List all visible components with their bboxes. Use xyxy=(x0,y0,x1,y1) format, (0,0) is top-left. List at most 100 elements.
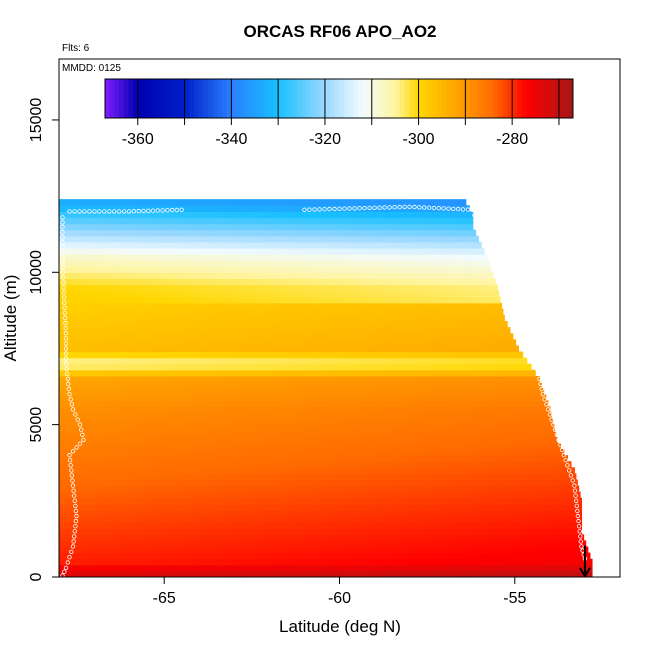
field-cell xyxy=(357,241,367,249)
field-cell xyxy=(392,485,402,493)
field-cell xyxy=(251,522,262,529)
field-cell xyxy=(435,308,446,316)
field-cell xyxy=(129,509,139,517)
field-cell xyxy=(348,247,358,255)
field-cell xyxy=(435,199,446,206)
field-cell xyxy=(506,516,516,523)
field-cell xyxy=(400,534,411,542)
field-cell xyxy=(155,247,165,255)
field-cell xyxy=(576,491,581,499)
field-cell xyxy=(330,430,341,438)
field-cell xyxy=(374,351,384,359)
field-cell xyxy=(339,266,349,273)
field-cell xyxy=(470,485,481,493)
field-cell xyxy=(85,205,95,212)
field-cell xyxy=(374,570,384,577)
field-cell xyxy=(129,467,139,474)
field-cell xyxy=(339,229,349,237)
field-cell xyxy=(392,564,402,572)
field-cell xyxy=(225,247,235,255)
field-cell xyxy=(155,375,165,383)
field-cell xyxy=(295,485,306,493)
field-cell xyxy=(330,351,341,359)
field-cell xyxy=(85,430,95,438)
field-cell xyxy=(532,388,542,395)
field-cell xyxy=(269,400,279,407)
field-cell xyxy=(313,503,323,511)
field-cell xyxy=(67,375,78,383)
field-cell xyxy=(111,522,121,529)
field-cell xyxy=(234,284,244,292)
field-cell xyxy=(216,442,227,450)
field-cell xyxy=(190,497,200,505)
field-cell xyxy=(514,570,525,577)
field-cell xyxy=(269,473,279,481)
field-cell xyxy=(146,497,157,505)
field-cell xyxy=(567,509,577,517)
field-cell xyxy=(190,314,200,322)
field-cell xyxy=(339,455,349,462)
field-cell xyxy=(532,564,542,572)
field-cell xyxy=(243,491,253,499)
field-cell xyxy=(102,217,113,225)
field-cell xyxy=(146,260,157,267)
field-cell xyxy=(243,302,253,310)
field-cell xyxy=(155,570,165,577)
field-cell xyxy=(365,461,376,468)
track-point xyxy=(572,483,577,488)
field-cell xyxy=(278,491,288,499)
field-cell xyxy=(435,284,446,292)
field-cell xyxy=(374,272,384,279)
field-cell xyxy=(225,497,235,505)
field-cell xyxy=(251,430,262,438)
field-cell xyxy=(427,461,437,468)
field-cell xyxy=(392,491,402,499)
field-cell xyxy=(286,260,297,267)
track-point xyxy=(65,560,70,565)
field-cell xyxy=(243,540,253,548)
field-cell xyxy=(278,388,288,395)
field-cell xyxy=(313,436,323,444)
field-cell xyxy=(506,503,516,511)
field-cell xyxy=(304,473,314,481)
track-point xyxy=(518,305,524,310)
field-cell xyxy=(339,290,349,298)
track-point xyxy=(75,417,80,422)
field-cell xyxy=(181,491,192,499)
field-cell xyxy=(76,516,86,523)
field-cell xyxy=(418,388,428,395)
field-cell xyxy=(76,546,86,554)
field-cell xyxy=(111,308,121,316)
field-cell xyxy=(67,351,78,359)
field-cell xyxy=(418,394,428,401)
field-cell xyxy=(418,436,428,444)
field-cell xyxy=(234,357,244,365)
field-cell xyxy=(94,570,104,577)
field-cell xyxy=(260,473,270,481)
field-cell xyxy=(418,254,428,261)
field-cell xyxy=(383,424,393,432)
field-cell xyxy=(427,449,437,456)
field-cell xyxy=(523,442,533,450)
field-cell xyxy=(85,235,95,243)
field-cell xyxy=(313,467,323,474)
field-cell xyxy=(260,375,270,383)
field-cell xyxy=(365,522,376,529)
field-cell xyxy=(181,363,192,371)
field-cell xyxy=(102,400,113,407)
field-cell xyxy=(523,503,533,511)
field-cell xyxy=(269,272,279,279)
field-cell xyxy=(470,375,481,383)
field-cell xyxy=(339,241,349,249)
field-cell xyxy=(330,406,341,414)
field-cell xyxy=(514,522,525,529)
field-cell xyxy=(155,369,165,377)
field-cell xyxy=(190,418,200,426)
field-cell xyxy=(146,339,157,347)
colorbar-swatch xyxy=(287,79,293,118)
field-cell xyxy=(400,546,411,554)
field-cell xyxy=(260,418,270,426)
field-cell xyxy=(576,522,583,529)
field-cell xyxy=(383,272,393,279)
field-cell xyxy=(234,461,244,468)
